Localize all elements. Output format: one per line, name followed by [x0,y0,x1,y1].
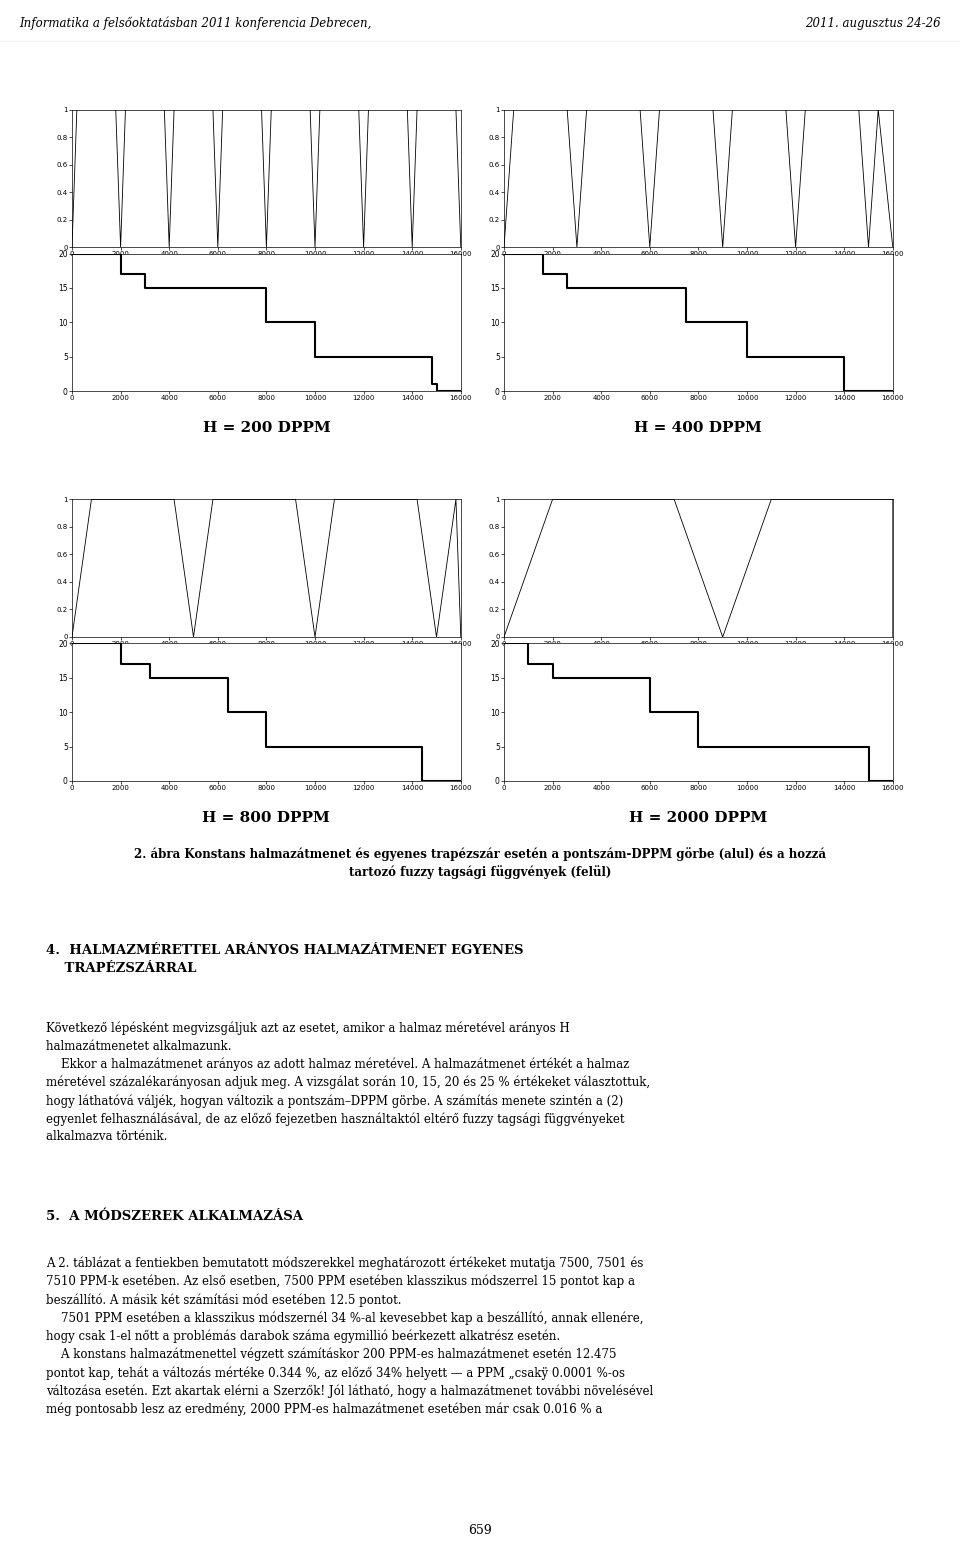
Text: 2011. augusztus 24-26: 2011. augusztus 24-26 [805,17,941,30]
Text: H = 800 DPPM: H = 800 DPPM [203,811,330,825]
Text: 4.  HALMAZMÉRETTEL ARÁNYOS HALMAZÁTMENET EGYENES
    TRAPÉZSZÁRRAL: 4. HALMAZMÉRETTEL ARÁNYOS HALMAZÁTMENET … [46,944,523,975]
Text: 659: 659 [468,1524,492,1537]
Text: Informatika a felsőoktatásban 2011 konferencia Debrecen,: Informatika a felsőoktatásban 2011 konfe… [19,17,372,30]
Text: 2. ábra Konstans halmazátmenet és egyenes trapézszár esetén a pontszám-DPPM görb: 2. ábra Konstans halmazátmenet és egyene… [134,847,826,880]
Text: H = 200 DPPM: H = 200 DPPM [203,421,330,435]
Text: 5.  A MÓDSZEREK ALKALMAZÁSA: 5. A MÓDSZEREK ALKALMAZÁSA [46,1210,303,1222]
Text: Következő lépésként megvizsgáljuk azt az esetet, amikor a halmaz méretével arány: Következő lépésként megvizsgáljuk azt az… [46,1022,650,1144]
Text: H = 400 DPPM: H = 400 DPPM [635,421,762,435]
Text: A 2. táblázat a fentiekben bemutatott módszerekkel meghatározott értékeket mutat: A 2. táblázat a fentiekben bemutatott mó… [46,1257,654,1416]
Text: H = 2000 DPPM: H = 2000 DPPM [629,811,768,825]
